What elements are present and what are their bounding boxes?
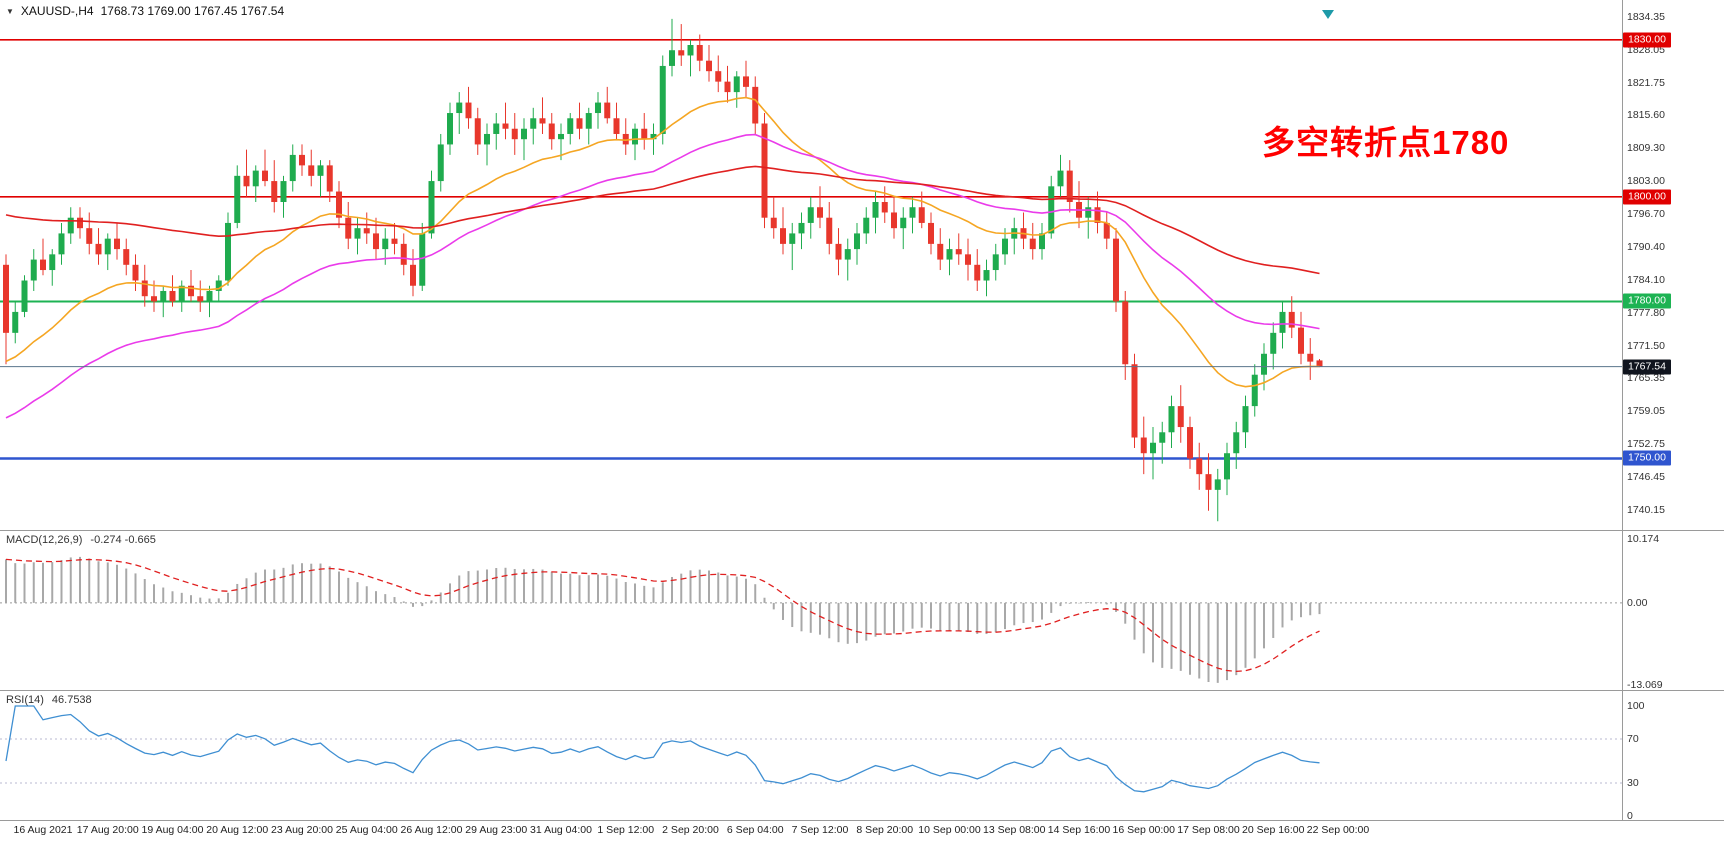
time-axis-label: 14 Sep 16:00 — [1047, 824, 1111, 836]
macd-indicator-label: MACD(12,26,9) -0.274 -0.665 — [6, 534, 156, 546]
macd-histogram — [5, 556, 1321, 683]
price-axis-label: 1759.05 — [1627, 405, 1665, 418]
time-axis-label: 2 Sep 20:00 — [662, 824, 719, 836]
time-axis-label: 6 Sep 04:00 — [726, 824, 784, 836]
current-price-tag: 1767.54 — [1623, 359, 1671, 375]
macd-signal-line — [5, 558, 1320, 673]
price-tag-1800.00: 1800.00 — [1623, 189, 1671, 205]
time-axis-label: 20 Aug 12:00 — [206, 824, 269, 836]
macd-axis-label: 10.174 — [1627, 533, 1660, 545]
rsi-axis-label: 0 — [1627, 810, 1633, 822]
price-axis-label: 1815.60 — [1627, 109, 1665, 122]
ma-line-slow-red — [5, 165, 1320, 275]
price-axis-label: 1752.75 — [1627, 438, 1665, 451]
symbol-header: ▼ XAUUSD-,H4 1768.73 1769.00 1767.45 176… — [6, 4, 284, 18]
ma-line-mid-magenta — [5, 133, 1320, 419]
rsi-line — [5, 705, 1320, 793]
rsi-axis-label: 100 — [1627, 700, 1645, 712]
price-axis-label: 1834.35 — [1627, 11, 1665, 23]
rsi-axis-label: 30 — [1627, 777, 1639, 789]
price-tag-1780.00: 1780.00 — [1623, 293, 1671, 309]
time-axis-label: 17 Aug 20:00 — [76, 824, 139, 836]
chart-shift-marker-icon[interactable] — [1322, 10, 1334, 19]
ohlc-readout: 1768.73 1769.00 1767.45 1767.54 — [100, 4, 285, 18]
macd-axis-label: -13.069 — [1627, 679, 1663, 691]
price-axis-label: 1765.35 — [1627, 372, 1665, 385]
symbol-timeframe-label: XAUUSD-,H4 — [20, 4, 94, 18]
time-axis-label: 29 Aug 23:00 — [465, 824, 528, 836]
macd-panel[interactable] — [0, 556, 1622, 683]
time-axis-label: 10 Sep 00:00 — [918, 824, 981, 836]
price-axis-label: 1746.45 — [1627, 471, 1665, 484]
time-axis-label: 19 Aug 04:00 — [141, 824, 204, 836]
rsi-axis-label: 70 — [1627, 733, 1639, 745]
time-axis-label: 7 Sep 12:00 — [791, 824, 849, 836]
collapse-arrow-icon[interactable]: ▼ — [6, 6, 14, 16]
price-axis-label: 1809.30 — [1627, 142, 1665, 155]
time-axis-label: 16 Aug 2021 — [13, 824, 73, 836]
price-tag-1750.00: 1750.00 — [1623, 450, 1671, 466]
price-axis-label: 1796.70 — [1627, 208, 1665, 221]
rsi-panel[interactable] — [0, 705, 1622, 793]
time-axis-label: 26 Aug 12:00 — [400, 824, 463, 836]
time-axis-label: 16 Sep 00:00 — [1112, 824, 1175, 836]
price-tag-1830.00: 1830.00 — [1623, 32, 1671, 48]
candles-layer — [3, 18, 1323, 522]
price-axis-label: 1803.00 — [1627, 175, 1665, 188]
price-axis-label: 1784.10 — [1627, 273, 1665, 286]
macd-axis-label: 0.00 — [1627, 596, 1648, 609]
rsi-name: RSI(14) — [6, 694, 44, 706]
time-axis-label: 13 Sep 08:00 — [983, 824, 1046, 836]
rsi-value: 46.7538 — [51, 694, 92, 706]
macd-values: -0.274 -0.665 — [90, 534, 156, 546]
time-axis-label: 8 Sep 20:00 — [856, 824, 914, 836]
macd-name: MACD(12,26,9) — [6, 534, 83, 546]
price-axis-label: 1790.40 — [1627, 241, 1665, 253]
time-axis-label: 20 Sep 16:00 — [1242, 824, 1305, 836]
time-axis-label: 31 Aug 04:00 — [530, 824, 592, 836]
price-axis-label: 1771.50 — [1627, 339, 1665, 352]
time-axis-label: 25 Aug 04:00 — [335, 824, 398, 836]
time-axis-label: 17 Sep 08:00 — [1177, 824, 1240, 836]
time-axis-label: 1 Sep 12:00 — [597, 824, 655, 836]
time-axis-label: 22 Sep 00:00 — [1306, 824, 1370, 836]
rsi-indicator-label: RSI(14) 46.7538 — [6, 694, 92, 706]
price-axis-label: 1740.15 — [1627, 504, 1665, 516]
ma-line-fast-orange — [5, 96, 1320, 388]
main-price-panel[interactable] — [0, 18, 1622, 522]
time-axis-label: 23 Aug 20:00 — [271, 824, 333, 836]
price-axis-label: 1821.75 — [1627, 76, 1665, 89]
annotation-text[interactable]: 多空转折点1780 — [1262, 124, 1510, 161]
price-axis-label: 1777.80 — [1627, 306, 1665, 319]
